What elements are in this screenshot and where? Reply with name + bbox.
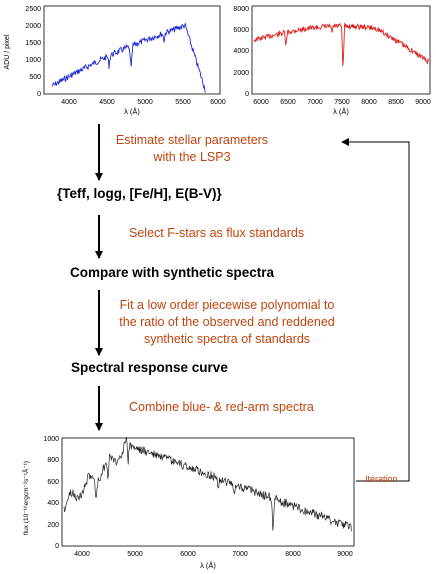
combined-xtick: 9000 — [337, 551, 353, 558]
step3-note-line1: Fit a low order piecewise polynomial to — [119, 298, 335, 312]
combined-xtick: 6000 — [180, 551, 196, 558]
combined-x-ticks: 4000 5000 6000 7000 8000 9000 — [74, 551, 353, 558]
combined-xtick: 7000 — [232, 551, 248, 558]
step3-note-line2: the ratio of the observed and reddened — [119, 315, 335, 329]
blue-arm-spectrum-plot: 4000 4500 5000 5500 6000 0 500 1000 1500… — [4, 5, 226, 116]
combined-plot-frame — [61, 437, 355, 547]
blue-xtick: 5500 — [175, 99, 191, 106]
red-xtick: 8000 — [361, 99, 377, 106]
combined-ytick: 600 — [47, 479, 59, 486]
red-y-ticks: 0 2000 4000 6000 8000 — [233, 6, 249, 98]
blue-ytick: 1500 — [25, 40, 41, 47]
blue-ytick: 2500 — [25, 6, 41, 13]
compare-synthetic: Compare with synthetic spectra — [70, 265, 275, 280]
blue-y-ticks: 0 500 1000 1500 2000 2500 — [25, 6, 41, 98]
red-spectrum-curve — [253, 22, 430, 67]
red-ytick: 2000 — [233, 70, 249, 77]
combined-xtick: 5000 — [127, 551, 143, 558]
combined-ytick: 400 — [47, 500, 59, 507]
combined-ytick: 0 — [55, 543, 59, 550]
combined-xlabel: λ (Å) — [200, 561, 216, 570]
step3-note: Fit a low order piecewise polynomial to … — [112, 297, 342, 348]
red-xtick: 9000 — [415, 99, 431, 106]
combined-ytick: 1000 — [43, 436, 59, 443]
red-ytick: 0 — [245, 91, 249, 98]
red-xlabel: λ (Å) — [333, 107, 349, 116]
step1-note: Estimate stellar parameters with the LSP… — [112, 132, 272, 166]
blue-plot-frame — [43, 5, 221, 95]
blue-xtick: 4500 — [99, 99, 115, 106]
blue-ytick: 500 — [29, 74, 41, 81]
red-ytick: 8000 — [233, 6, 249, 13]
red-xtick: 7000 — [307, 99, 323, 106]
combined-ylabel: flux (10⁻¹⁶ergcm⁻²s⁻¹Å⁻¹) — [21, 461, 30, 535]
combined-ytick: 800 — [47, 457, 59, 464]
blue-xlabel: λ (Å) — [124, 107, 140, 116]
combined-y-ticks: 0 200 400 600 800 1000 — [43, 436, 59, 550]
blue-spectrum-curve — [51, 23, 206, 93]
red-x-ticks: 6000 6500 7000 7500 8000 8500 9000 — [253, 99, 431, 106]
red-xtick: 6000 — [253, 99, 269, 106]
combined-spectrum-plot: 4000 5000 6000 7000 8000 9000 0 200 400 … — [21, 436, 355, 570]
iteration-label: Iteration — [365, 474, 398, 484]
blue-ylabel: ADU / pixel — [4, 34, 11, 69]
stellar-params: {Teff, logg, [Fe/H], E(B-V)} — [57, 186, 222, 201]
blue-xtick: 4000 — [61, 99, 77, 106]
red-plot-frame — [251, 5, 431, 95]
blue-ytick: 0 — [37, 91, 41, 98]
red-xtick: 7500 — [334, 99, 350, 106]
combined-spectrum-curve — [63, 437, 352, 532]
combined-ytick: 200 — [47, 522, 59, 529]
step1-note-line1: Estimate stellar parameters — [115, 133, 269, 147]
combined-xtick: 8000 — [285, 551, 301, 558]
red-arm-spectrum-plot: 6000 6500 7000 7500 8000 8500 9000 0 200… — [233, 5, 431, 116]
blue-x-ticks: 4000 4500 5000 5500 6000 — [61, 99, 226, 106]
step3-note-line3: synthetic spectra of standards — [143, 332, 311, 346]
red-xtick: 6500 — [280, 99, 296, 106]
red-ytick: 6000 — [233, 27, 249, 34]
combined-xtick: 4000 — [74, 551, 90, 558]
red-ytick: 4000 — [233, 48, 249, 55]
blue-ytick: 2000 — [25, 23, 41, 30]
spectral-response: Spectral response curve — [71, 360, 228, 375]
red-xtick: 8500 — [388, 99, 404, 106]
step2-note: Select F-stars as flux standards — [129, 226, 305, 240]
blue-xtick: 6000 — [210, 99, 226, 106]
blue-ytick: 1000 — [25, 57, 41, 64]
step4-note: Combine blue- & red-arm spectra — [129, 400, 314, 414]
step1-note-line2: with the LSP3 — [153, 150, 231, 164]
blue-xtick: 5000 — [137, 99, 153, 106]
